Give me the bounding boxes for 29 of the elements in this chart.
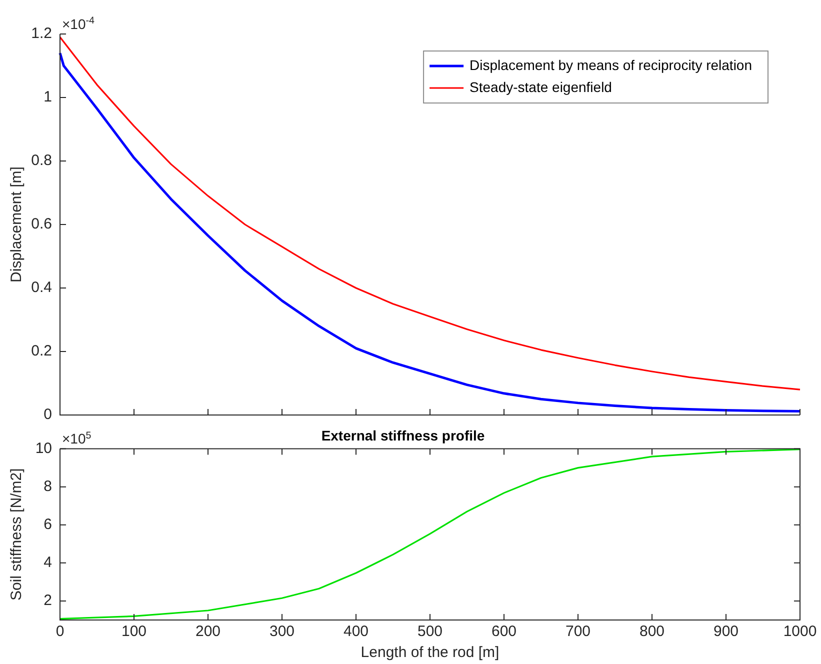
x-tick-label: 800 xyxy=(639,623,665,640)
x-tick-label: 0 xyxy=(56,623,64,640)
y-tick-label: 1 xyxy=(44,88,52,106)
x-axis-title: Length of the rod [m] xyxy=(360,644,500,662)
y-axis-title: Displacement [m] xyxy=(8,166,26,282)
y-tick-label: 8 xyxy=(44,478,52,495)
x-tick-label: 200 xyxy=(195,623,221,640)
y-tick-label: 1.2 xyxy=(31,25,52,42)
y-tick-label: 10 xyxy=(35,440,52,457)
y-tick-label: 2 xyxy=(44,592,52,610)
y-tick-label: 0.8 xyxy=(31,152,52,170)
legend-label: Displacement by means of reciprocity relation xyxy=(470,56,752,73)
x-tick-label: 600 xyxy=(491,623,517,640)
y-tick-label: 6 xyxy=(44,516,52,534)
x-tick-label: 900 xyxy=(713,623,739,640)
x-tick-label: 400 xyxy=(343,623,369,640)
x-tick-label: 1000 xyxy=(783,623,817,640)
x-tick-label: 100 xyxy=(121,623,147,640)
x-tick-label: 700 xyxy=(565,623,591,640)
y-tick-label: 0 xyxy=(44,406,52,424)
y-tick-label: 0.2 xyxy=(31,342,52,360)
y-axis-title: Soil stiffness [N/m2] xyxy=(8,468,26,601)
y-tick-label: 4 xyxy=(44,554,52,572)
legend-label: Steady-state eigenfield xyxy=(470,78,612,95)
y-tick-label: 0.6 xyxy=(31,216,52,233)
x-tick-label: 500 xyxy=(417,623,443,640)
y-tick-label: 0.4 xyxy=(31,279,52,296)
chart-title: External stiffness profile xyxy=(321,427,485,444)
x-tick-label: 300 xyxy=(269,623,295,640)
